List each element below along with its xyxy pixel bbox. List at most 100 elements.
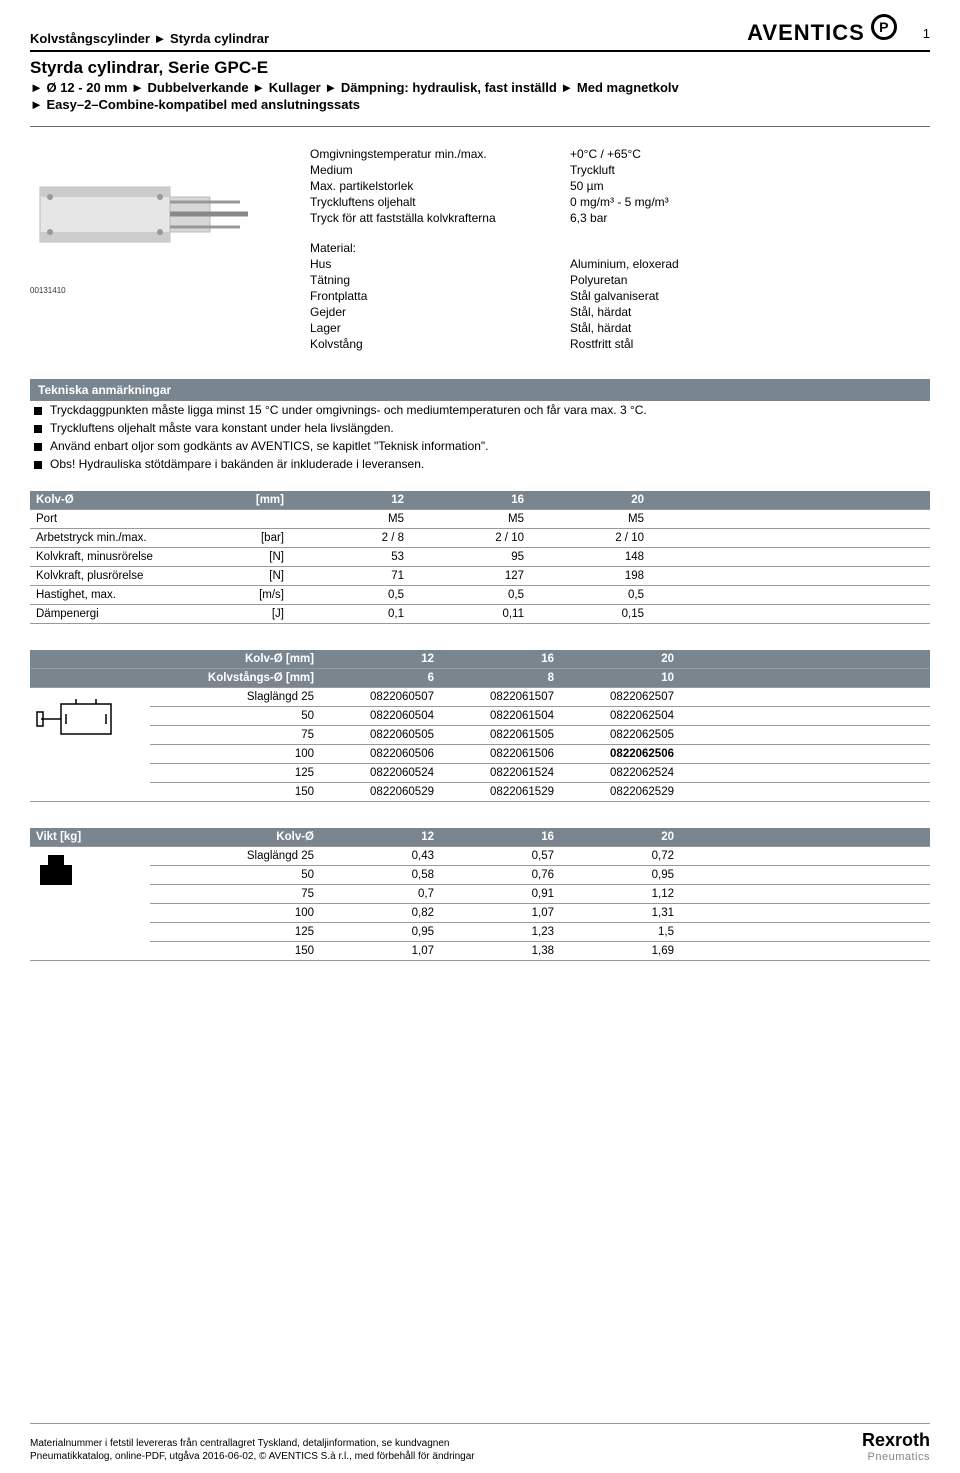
- spec-row: Max. partikelstorlek50 µm: [310, 179, 930, 193]
- table-cell: Slaglängd 25: [150, 847, 320, 866]
- subtitle-1: ► Ø 12 - 20 mm ► Dubbelverkande ► Kullag…: [30, 80, 930, 95]
- table-cell: 0822060505: [320, 726, 440, 745]
- table-cell: Kolvkraft, plusrörelse: [30, 567, 230, 586]
- table-cell: [680, 904, 930, 923]
- spec-val: +0°C / +65°C: [570, 147, 930, 161]
- footer-line-2: Pneumatikkatalog, online-PDF, utgåva 201…: [30, 1450, 475, 1463]
- table-cell: [650, 567, 930, 586]
- table-row: 1501,071,381,69: [30, 942, 930, 961]
- table-cell: Dämpenergi: [30, 605, 230, 624]
- table-header: 16: [440, 650, 560, 669]
- table-cell: 75: [150, 885, 320, 904]
- table-row: 50082206050408220615040822062504: [30, 707, 930, 726]
- table-cell: 0,11: [410, 605, 530, 624]
- cylinder-schematic-icon: [36, 694, 126, 744]
- table-cell: 0,82: [320, 904, 440, 923]
- material-row: LagerStål, härdat: [310, 321, 930, 335]
- table-cell: [N]: [230, 548, 290, 567]
- table-cell: [680, 885, 930, 904]
- table-cell: 0822061524: [440, 764, 560, 783]
- note-item: Tryckdaggpunkten måste ligga minst 15 °C…: [30, 401, 930, 419]
- table-cell: 125: [150, 923, 320, 942]
- material-row: GejderStål, härdat: [310, 305, 930, 319]
- table-row: 750,70,911,12: [30, 885, 930, 904]
- table-cell: 2 / 8: [290, 529, 410, 548]
- schematic-cell: [30, 688, 150, 802]
- subtitle-2: ► Easy–2–Combine-kompatibel med anslutni…: [30, 97, 930, 112]
- table-cell: 0,58: [320, 866, 440, 885]
- spec-val: 0 mg/m³ - 5 mg/m³: [570, 195, 930, 209]
- bullet-icon: [34, 443, 42, 451]
- table-cell: 0,91: [440, 885, 560, 904]
- table-header: 12: [290, 491, 410, 510]
- table-cell: 50: [150, 866, 320, 885]
- table-cell: M5: [290, 510, 410, 529]
- table-header: 16: [410, 491, 530, 510]
- table-cell: 0,5: [410, 586, 530, 605]
- table-cell: 127: [410, 567, 530, 586]
- table-cell: 2 / 10: [530, 529, 650, 548]
- table-cell: 75: [150, 726, 320, 745]
- table-cell: 0,1: [290, 605, 410, 624]
- table-cell: Arbetstryck min./max.: [30, 529, 230, 548]
- table-cell: [680, 764, 930, 783]
- table-header: 16: [440, 828, 560, 847]
- note-item: Obs! Hydrauliska stötdämpare i bakänden …: [30, 455, 930, 473]
- table-header: Vikt [kg]: [30, 828, 150, 847]
- note-text: Tryckdaggpunkten måste ligga minst 15 °C…: [50, 403, 647, 417]
- table-cell: 0822060506: [320, 745, 440, 764]
- table-row: Slaglängd 250,430,570,72: [30, 847, 930, 866]
- page-title: Styrda cylindrar, Serie GPC-E: [30, 58, 930, 78]
- table-row: Kolvkraft, minusrörelse[N]5395148: [30, 548, 930, 567]
- table-row: Hastighet, max.[m/s]0,50,50,5: [30, 586, 930, 605]
- table-cell: [680, 847, 930, 866]
- table-cell: 0822060507: [320, 688, 440, 707]
- table-cell: 150: [150, 783, 320, 802]
- separator: [30, 126, 930, 127]
- material-val: Stål, härdat: [570, 321, 930, 335]
- table-cell: 0822060504: [320, 707, 440, 726]
- table-cell: 0822062529: [560, 783, 680, 802]
- weight-icon: [36, 853, 76, 889]
- table-cell: [bar]: [230, 529, 290, 548]
- spec-kv-column: Omgivningstemperatur min./max.+0°C / +65…: [310, 147, 930, 353]
- table-cell: 0822062524: [560, 764, 680, 783]
- table-cell: 0,95: [320, 923, 440, 942]
- table-row: 1250,951,231,5: [30, 923, 930, 942]
- table-cell: [680, 866, 930, 885]
- table-row: Kolvkraft, plusrörelse[N]71127198: [30, 567, 930, 586]
- spec-row: Tryckluftens oljehalt0 mg/m³ - 5 mg/m³: [310, 195, 930, 209]
- spec-key: Omgivningstemperatur min./max.: [310, 147, 570, 161]
- table-cell: 100: [150, 904, 320, 923]
- image-id: 00131410: [30, 286, 290, 295]
- table-cell: 0822061529: [440, 783, 560, 802]
- table-cell: Hastighet, max.: [30, 586, 230, 605]
- table-cell: 0,5: [530, 586, 650, 605]
- table-cell: 2 / 10: [410, 529, 530, 548]
- table-header: [650, 491, 930, 510]
- table-cell: 0822062504: [560, 707, 680, 726]
- table-cell: 50: [150, 707, 320, 726]
- material-key: Frontplatta: [310, 289, 570, 303]
- material-row: KolvstångRostfritt stål: [310, 337, 930, 351]
- product-image-column: 00131410: [30, 147, 290, 353]
- table-row: 150082206052908220615290822062529: [30, 783, 930, 802]
- table-cell: [680, 783, 930, 802]
- spec-row: Tryck för att fastställa kolvkrafterna6,…: [310, 211, 930, 225]
- table-cell: 100: [150, 745, 320, 764]
- material-key: Lager: [310, 321, 570, 335]
- table-cell: M5: [410, 510, 530, 529]
- rexroth-logo: Rexroth: [862, 1430, 930, 1451]
- spec-key: Medium: [310, 163, 570, 177]
- table-cell: 0,43: [320, 847, 440, 866]
- material-val: Polyuretan: [570, 273, 930, 287]
- table-header: [680, 650, 930, 669]
- page-number: 1: [923, 26, 930, 41]
- weight-icon-cell: [30, 847, 150, 961]
- brand-name: AVENTICS: [747, 20, 865, 46]
- spec-key: Tryck för att fastställa kolvkrafterna: [310, 211, 570, 225]
- table-cell: 1,12: [560, 885, 680, 904]
- bullet-icon: [34, 461, 42, 469]
- table-cell: 0,76: [440, 866, 560, 885]
- note-item: Använd enbart oljor som godkänts av AVEN…: [30, 437, 930, 455]
